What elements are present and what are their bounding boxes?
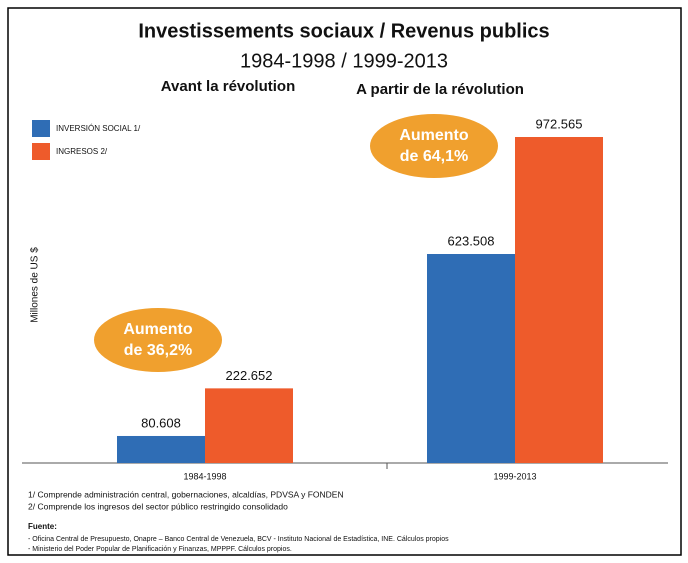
source-title: Fuente: (28, 522, 57, 531)
period-title: A partir de la révolution (356, 81, 524, 98)
bar (205, 388, 293, 463)
note: 1/ Comprende administración central, gob… (28, 489, 344, 499)
annotation-bubble (94, 308, 222, 372)
legend-swatch (32, 120, 50, 137)
value-label: 80.608 (141, 415, 181, 430)
value-label: 222.652 (226, 368, 273, 383)
chart-title: Investissements sociaux / Revenus public… (138, 20, 549, 42)
legend-label: INVERSIÓN SOCIAL 1/ (56, 124, 141, 133)
annotation-text: de 64,1% (400, 148, 468, 165)
x-tick-label: 1984-1998 (183, 471, 226, 481)
y-axis-label: Millones de US $ (30, 247, 41, 323)
bar (427, 254, 515, 463)
source: - Oficina Central de Presupuesto, Onapre… (28, 536, 449, 543)
period-title: Avant la révolution (161, 78, 295, 95)
annotation-text: Aumento (123, 321, 193, 338)
legend-label: INGRESOS 2/ (56, 147, 108, 156)
value-label: 972.565 (536, 116, 583, 131)
bar (515, 137, 603, 463)
value-label: 623.508 (448, 233, 495, 248)
annotation-text: de 36,2% (124, 342, 192, 359)
x-tick-label: 1999-2013 (493, 471, 536, 481)
source: - Ministerio del Poder Popular de Planif… (28, 546, 292, 553)
bar (117, 435, 205, 463)
legend-swatch (32, 143, 50, 160)
note: 2/ Comprende los ingresos del sector púb… (28, 501, 288, 511)
annotation-text: Aumento (399, 127, 469, 144)
chart-subtitle: 1984-1998 / 1999-2013 (240, 50, 448, 72)
annotation-bubble (370, 114, 498, 178)
